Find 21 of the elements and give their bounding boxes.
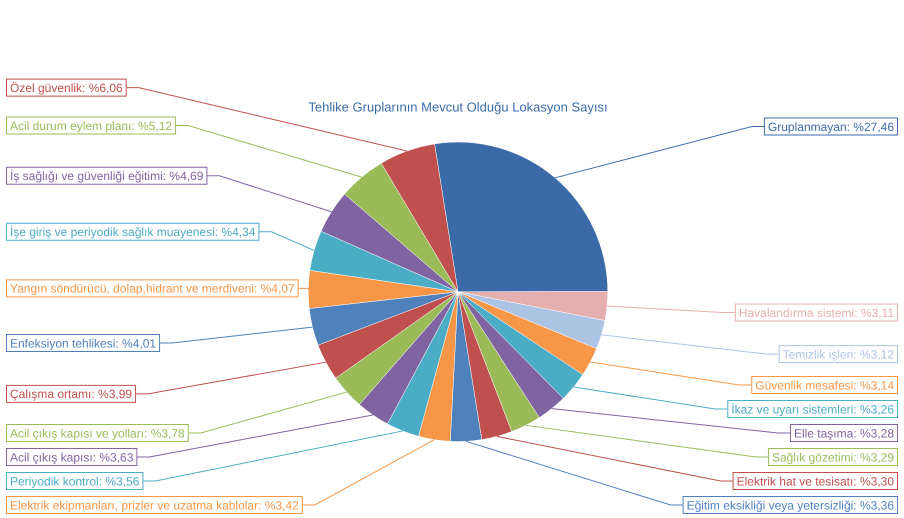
slice-label: Yangın söndürücü, dolap,hidrant ve merdiveni: %4,07 bbox=[10, 282, 295, 296]
slice-label: İşe giriş ve periyodik sağlık muayenesi: %4,34 bbox=[10, 225, 256, 240]
slice-label: Elle taşıma: %3,28 bbox=[794, 426, 894, 440]
slice-label: Elektrik ekipmanları, prizler ve uzatma kablolar: %3,42 bbox=[10, 498, 300, 512]
slice-label: Acil çıkış kapısı ve yolları: %3,78 bbox=[10, 426, 186, 440]
slice-label: İş sağlığı ve güvenliği eğitimi: %4,69 bbox=[10, 169, 204, 184]
slice-label: Güvenlik mesafesi: %3,14 bbox=[755, 378, 894, 392]
text: Tehlike Gruplarının Mevcut Olduğu Lokasyon Sayısı bbox=[308, 99, 608, 114]
slice-label: Özel güvenlik: %6,06 bbox=[10, 80, 124, 95]
slice-label: Temizlik işleri: %3,12 bbox=[782, 347, 894, 362]
slice-label: Acil çıkış kapısı: %3,63 bbox=[10, 450, 134, 464]
slice-label: Periyodik kontrol: %3,56 bbox=[10, 474, 140, 488]
slice-label: İkaz ve uyarı sistemleri: %3,26 bbox=[731, 402, 894, 416]
slice-label: Gruplanmayan: %27,46 bbox=[768, 120, 894, 134]
slice-label: Çalışma ortamı: %3,99 bbox=[10, 387, 132, 402]
slice-label: Sağlık gözetimi: %3,29 bbox=[772, 450, 894, 464]
slice-label: Havalandırma sistemi: %3,11 bbox=[738, 306, 894, 320]
slice-label: Elektrik hat ve tesisatı: %3,30 bbox=[736, 474, 894, 488]
slice-label: Acil durum eylem planı: %5,12 bbox=[10, 118, 172, 133]
slice-label: Eğitim eksikliği veya yetersizliği: %3,36 bbox=[686, 498, 894, 512]
slice-label: Enfeksiyon tehlikesi: %4,01 bbox=[10, 336, 156, 350]
